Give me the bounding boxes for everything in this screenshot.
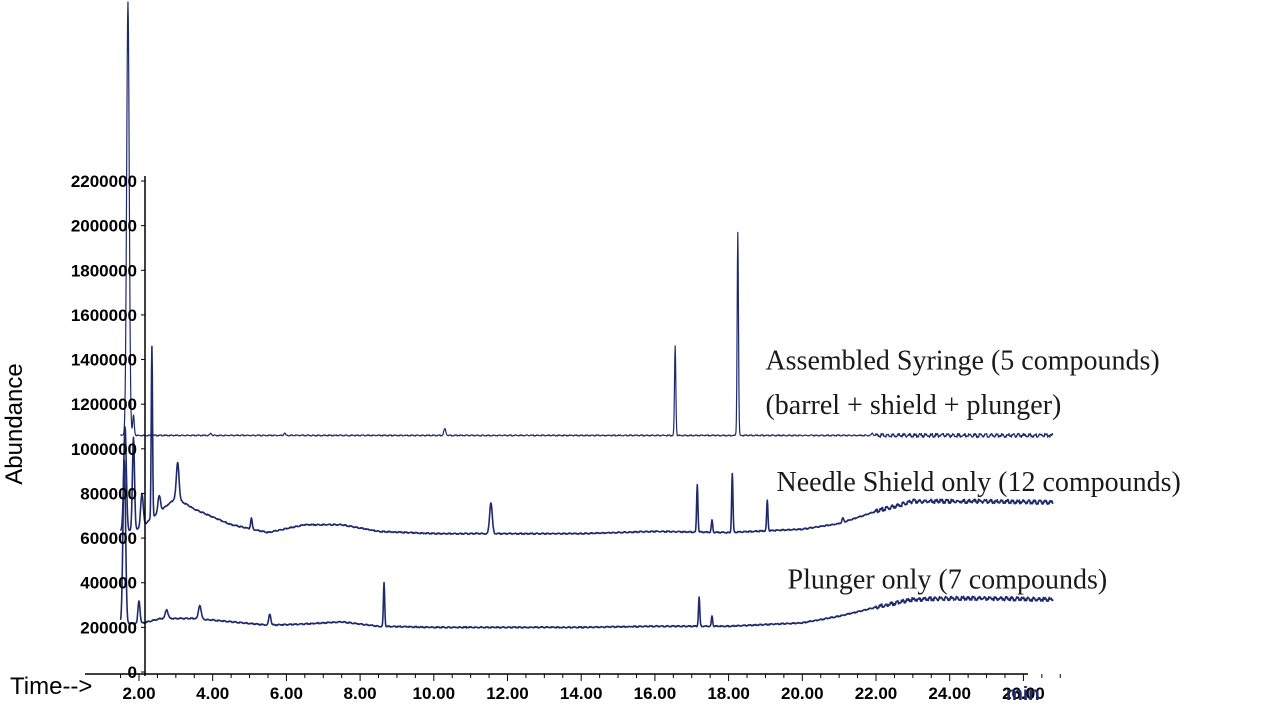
y-tick-label: 1600000 [71, 306, 137, 325]
x-tick-label: 12.00 [486, 684, 529, 703]
x-tick-label: 18.00 [707, 684, 750, 703]
x-tick-label: 20.00 [781, 684, 824, 703]
x-tick-label: 24.00 [928, 684, 971, 703]
x-tick-label: 4.00 [196, 684, 229, 703]
y-axis-ticks: 0 200000 400000 600000 800000 1000000 1200000 1… [71, 172, 145, 682]
y-tick-label: 1200000 [71, 395, 137, 414]
y-tick-label: 200000 [80, 618, 137, 637]
x-tick-label: 10.00 [413, 684, 456, 703]
x-tick-label: 8.00 [344, 684, 377, 703]
y-tick-label: 1800000 [71, 261, 137, 280]
series-annotation: Assembled Syringe (5 compounds) [765, 346, 1159, 377]
y-tick-label: 800000 [80, 484, 137, 503]
annotations-layer: Assembled Syringe (5 compounds) (barrel +… [765, 346, 1180, 596]
y-tick-label: 2200000 [71, 172, 137, 191]
series-line-assembled-syringe [120, 1, 1054, 439]
y-tick-label: 1000000 [71, 440, 137, 459]
series-annotation: Needle Shield only (12 compounds) [777, 467, 1181, 498]
x-tick-label: 2.00 [122, 684, 155, 703]
series-layer [119, 1, 1054, 629]
y-tick-label: 600000 [80, 529, 137, 548]
y-tick-label: 1400000 [71, 351, 137, 370]
series-line-needle-shield-only [119, 345, 1054, 536]
x-tick-label: 22.00 [855, 684, 898, 703]
x-tick-label: 16.00 [634, 684, 677, 703]
series-annotation: (barrel + shield + plunger) [765, 390, 1061, 421]
series-annotation: Plunger only (7 compounds) [788, 564, 1108, 595]
series-line-plunger-only [119, 459, 1054, 629]
x-tick-label: 26.00 [1002, 684, 1045, 703]
y-tick-label: 2000000 [71, 217, 137, 236]
y-tick-label: 0 [128, 663, 137, 682]
x-axis-label: Time--> [10, 673, 92, 700]
y-axis-label: Abundance [1, 363, 28, 484]
y-tick-label: 400000 [80, 574, 137, 593]
x-axis-ticks: 2.00 4.00 6.00 8.00 10.00 12.00 14.00 16.00 18.0… [120, 674, 1061, 703]
x-tick-label: 14.00 [560, 684, 603, 703]
x-tick-label: 6.00 [270, 684, 303, 703]
x-axis-unit: min [1006, 684, 1040, 705]
